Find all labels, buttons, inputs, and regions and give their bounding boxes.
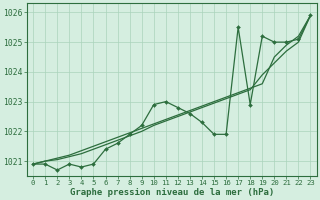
X-axis label: Graphe pression niveau de la mer (hPa): Graphe pression niveau de la mer (hPa) [70,188,274,197]
